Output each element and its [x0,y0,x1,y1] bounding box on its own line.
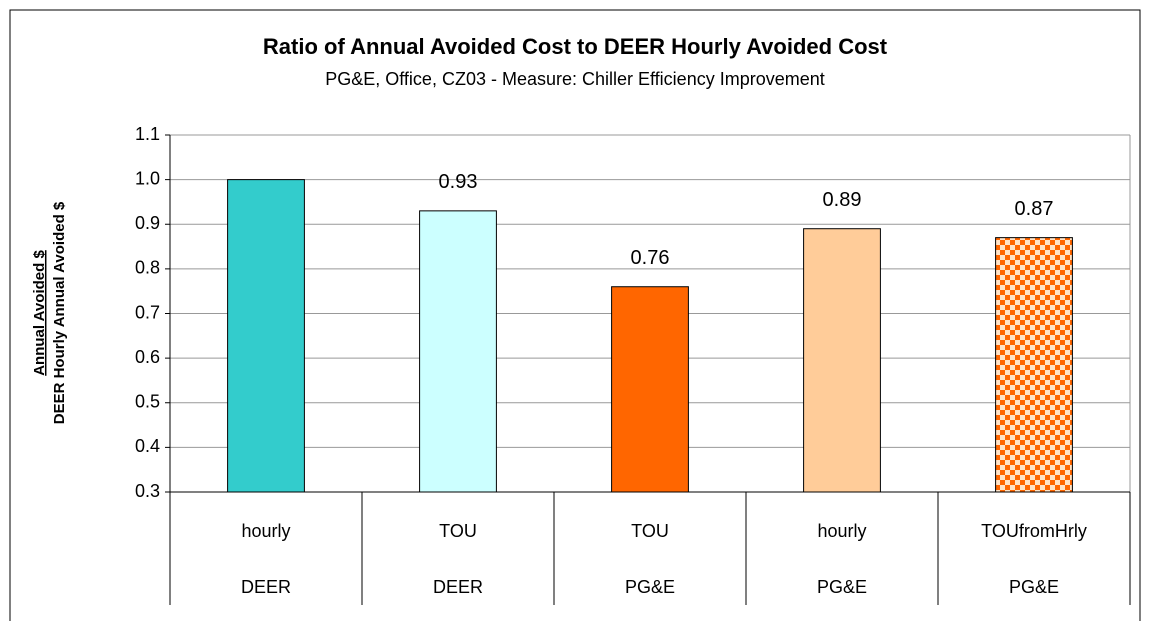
x-group-label: PG&E [817,577,867,597]
y-tick-label: 0.3 [135,481,160,501]
y-tick-label: 0.4 [135,436,160,456]
x-group-label: PG&E [1009,577,1059,597]
bar [227,179,305,493]
y-tick-label: 0.6 [135,347,160,367]
y-tick-label: 0.8 [135,258,160,278]
y-tick-label: 1.1 [135,124,160,144]
chart-title: Ratio of Annual Avoided Cost to DEER Hou… [263,34,888,59]
y-axis-label: DEER Hourly Annual Avoided $ [51,201,68,424]
y-tick-label: 1.0 [135,168,160,188]
bar [803,228,881,493]
y-tick-label: 0.7 [135,302,160,322]
chart-subtitle: PG&E, Office, CZ03 - Measure: Chiller Ef… [325,69,825,89]
data-label: 0.87 [1015,198,1054,220]
bar [611,286,689,493]
bar [419,210,497,493]
bar [995,237,1073,493]
x-group-label: DEER [433,577,483,597]
x-tick-label: TOU [439,521,477,541]
x-tick-label: hourly [241,521,290,541]
data-label: 0.93 [439,171,478,193]
y-axis-label: Annual Avoided $ [31,250,48,376]
x-group-label: DEER [241,577,291,597]
data-label: 0.89 [823,189,862,211]
x-group-label: PG&E [625,577,675,597]
chart-border [9,9,1141,621]
data-label: 0.76 [631,247,670,269]
x-tick-label: TOU [631,521,669,541]
x-tick-label: hourly [817,521,866,541]
y-tick-label: 0.5 [135,392,160,412]
y-tick-label: 0.9 [135,213,160,233]
x-tick-label: TOUfromHrly [981,521,1087,541]
